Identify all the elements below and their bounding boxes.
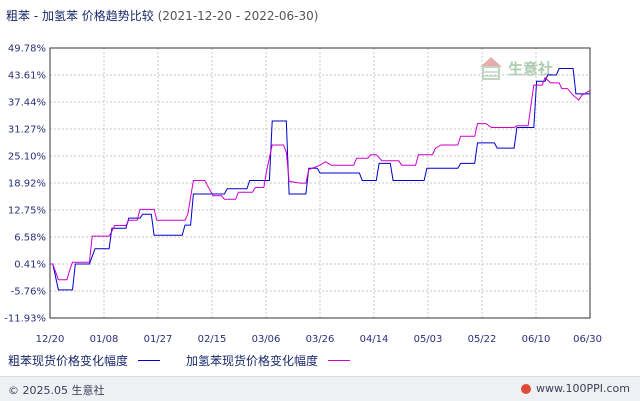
series-line-hydrobenzene [50,76,591,281]
y-tick-label: 12.75% [8,206,46,217]
y-axis-ticks: 49.78% 43.61% 37.44% 31.27% 25.10% 18.92% 12.7… [4,44,46,325]
x-tick-label: 06/30 [573,334,602,345]
chart-title: 粗苯 - 加氢苯 价格趋势比较 (2021-12-20 - 2022-06-30… [6,7,318,24]
chart-title-text: 粗苯 - 加氢苯 价格趋势比较 [6,9,154,23]
line-chart: 49.78% 43.61% 37.44% 31.27% 25.10% 18.92% 12.7… [4,44,602,346]
y-tick-label: 43.61% [8,71,46,82]
y-tick-label: 18.92% [8,179,46,190]
series-line-crude-benzene [50,68,590,291]
legend-label-crude-benzene: 粗苯现货价格变化幅度 [8,354,129,368]
x-tick-label: 01/27 [144,334,173,345]
legend-item-hydrobenzene: 加氢苯现货价格变化幅度 [186,352,351,369]
y-tick-label: 37.44% [8,98,46,109]
x-tick-label: 05/03 [414,334,443,345]
y-tick-label: 31.27% [8,125,46,136]
x-tick-label: 03/06 [252,334,281,345]
legend-swatch-hydrobenzene [328,360,351,361]
watermark: 生意社 [478,52,560,84]
x-tick-label: 01/08 [90,334,119,345]
x-tick-label: 02/15 [198,334,227,345]
legend-label-hydrobenzene: 加氢苯现货价格变化幅度 [186,354,319,368]
house-logo-icon [480,57,502,80]
footer-site-text: www.100PPI.com [536,382,630,395]
y-tick-label: 0.41% [14,260,46,271]
x-axis-ticks: 12/20 01/08 01/27 02/15 03/06 03/26 04/14 05/03… [36,334,602,345]
y-tick-label: 6.58% [14,233,46,244]
plot-frame [49,47,591,319]
y-tick-label: 49.78% [8,44,46,55]
footer-site-link[interactable]: www.100PPI.com [521,382,630,395]
chart-date-range: (2021-12-20 - 2022-06-30) [157,9,319,23]
x-tick-label: 06/10 [522,334,551,345]
x-tick-label: 03/26 [306,334,335,345]
legend-item-crude-benzene: 粗苯现货价格变化幅度 [8,352,161,369]
x-tick-label: 12/20 [36,334,65,345]
chart-grid [50,48,590,318]
x-tick-label: 04/14 [360,334,389,345]
legend: 粗苯现货价格变化幅度 加氢苯现货价格变化幅度 [8,352,376,369]
legend-swatch-crude-benzene [138,360,161,361]
site-logo-icon [521,383,532,394]
y-tick-label: -5.76% [11,287,46,298]
footer-copyright: © 2025.05 生意社 [8,384,105,397]
x-tick-label: 05/22 [468,334,497,345]
series-lines [50,68,591,291]
y-tick-label: 25.10% [8,152,46,163]
y-tick-label: -11.93% [4,314,46,325]
watermark-text: 生意社 [508,59,554,78]
footer: © 2025.05 生意社 www.100PPI.com [0,376,640,401]
